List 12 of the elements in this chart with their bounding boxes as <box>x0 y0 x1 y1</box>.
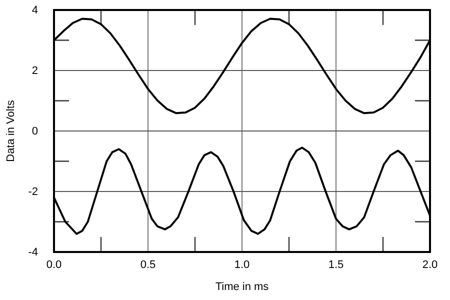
x-tick-label: 0.5 <box>140 258 156 271</box>
y-tick-label: 2 <box>32 65 38 78</box>
y-axis-title: Data in Volts <box>5 100 17 162</box>
y-tick-label: 0 <box>32 126 38 138</box>
y-tick-label: 4 <box>32 4 38 17</box>
x-tick-label: 1.0 <box>234 258 250 271</box>
x-axis-title: Time in ms <box>215 281 270 293</box>
x-tick-label: 1.5 <box>328 258 344 271</box>
x-tick-label: 0.0 <box>46 258 62 271</box>
x-tick-label: 2.0 <box>422 258 438 271</box>
y-tick-label: -2 <box>28 186 38 198</box>
y-tick-label: -4 <box>28 246 38 259</box>
